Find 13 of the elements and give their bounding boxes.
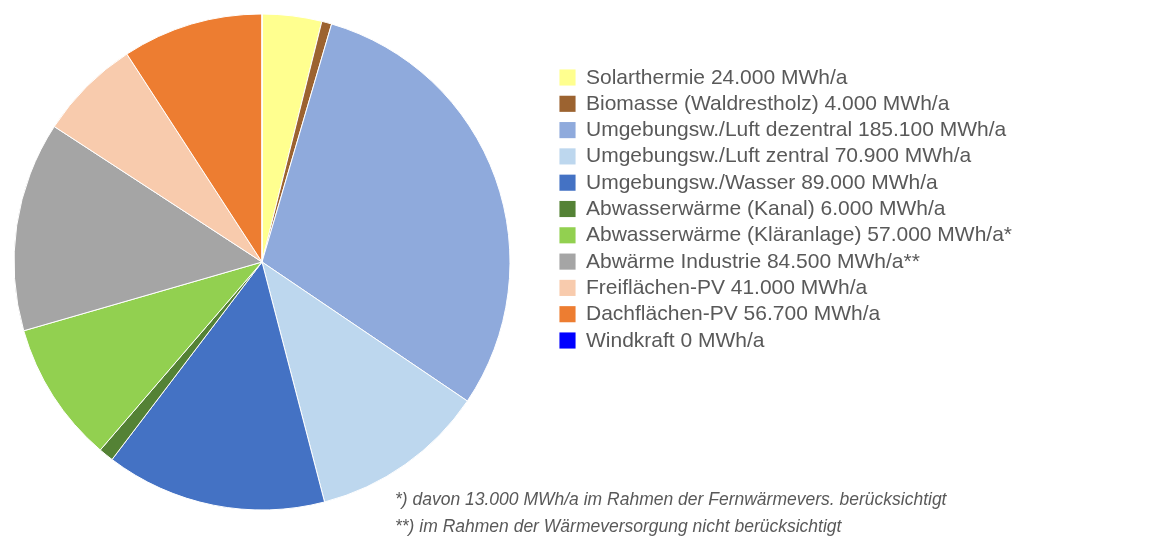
legend-label: Umgebungsw./Luft dezentral 185.100 MWh/a: [586, 117, 1007, 141]
legend-label: Windkraft 0 MWh/a: [586, 327, 765, 351]
legend-label: Dachflächen-PV 56.700 MWh/a: [586, 301, 881, 325]
legend-label: Umgebungsw./Wasser 89.000 MWh/a: [586, 169, 939, 193]
legend-label: Abwasserwärme (Kanal) 6.000 MWh/a: [586, 196, 946, 219]
text: **) im Rahmen der Wärmeversorgung nicht berücksichtigt: [395, 515, 843, 538]
legend-label: Solarthermie 24.000 MWh/a: [586, 64, 848, 88]
legend-label: Umgebungsw./Luft zentral 70.900 MWh/a: [586, 143, 972, 167]
legend-label: Freiflächen-PV 41.000 MWh/a: [586, 274, 868, 298]
legend-label: Abwärme Industrie 84.500 MWh/a**: [586, 248, 920, 272]
legend-label: Biomasse (Waldrestholz) 4.000 MWh/a: [586, 90, 950, 114]
text: *) davon 13.000 MWh/a im Rahmen der Fernwärmevers. berücksichtigt: [395, 488, 947, 511]
legend-label: Abwasserwärme (Kläranlage) 57.000 MWh/a*: [586, 222, 1013, 246]
